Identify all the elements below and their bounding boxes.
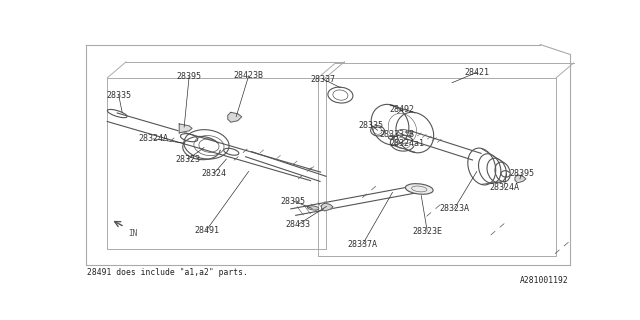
Text: 28323A: 28323A	[440, 204, 470, 213]
Text: 28333*B: 28333*B	[379, 130, 414, 139]
Text: 28335: 28335	[358, 121, 383, 130]
Polygon shape	[515, 175, 526, 183]
Text: 28324a1: 28324a1	[390, 139, 425, 148]
Text: A281001192: A281001192	[520, 276, 568, 285]
Polygon shape	[179, 124, 192, 133]
Ellipse shape	[307, 206, 319, 210]
Ellipse shape	[405, 184, 433, 194]
Text: 28324: 28324	[202, 169, 227, 178]
Text: 28395: 28395	[509, 169, 534, 179]
Text: 28324A: 28324A	[489, 183, 519, 192]
Text: 28335: 28335	[106, 91, 131, 100]
Text: 28337A: 28337A	[348, 240, 378, 249]
Text: 28433: 28433	[285, 220, 311, 229]
Text: 28491 does include "a1,a2" parts.: 28491 does include "a1,a2" parts.	[88, 268, 248, 277]
Text: 28492: 28492	[390, 105, 415, 114]
Text: 28395: 28395	[281, 196, 306, 205]
Text: 28421: 28421	[464, 68, 490, 77]
Text: 28323E: 28323E	[412, 227, 442, 236]
Polygon shape	[228, 112, 242, 122]
Text: 28395: 28395	[177, 72, 202, 81]
Text: 28323: 28323	[175, 155, 200, 164]
Polygon shape	[321, 203, 333, 211]
Text: IN: IN	[129, 229, 138, 238]
Text: 28491: 28491	[194, 226, 219, 235]
Text: 28337: 28337	[310, 75, 335, 84]
Text: 28324A: 28324A	[138, 134, 168, 143]
Text: 28423B: 28423B	[234, 71, 264, 80]
